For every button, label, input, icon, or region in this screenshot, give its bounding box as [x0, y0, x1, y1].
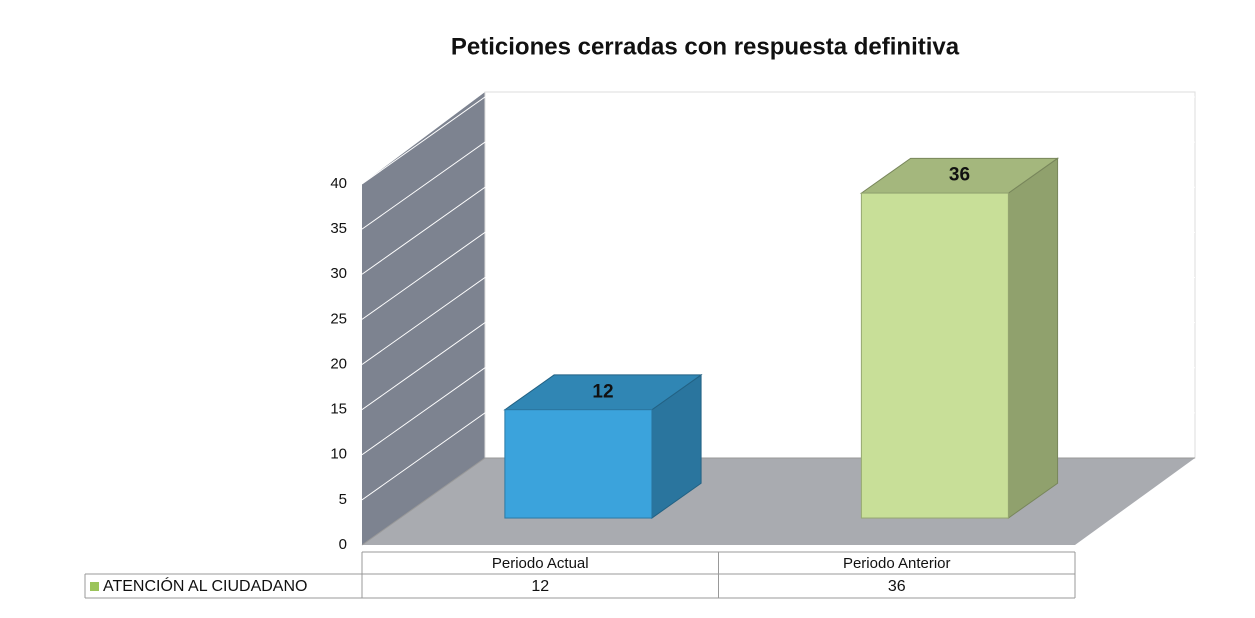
data-label: 36	[949, 165, 970, 186]
chart-title: Peticiones cerradas con respuesta defini…	[451, 33, 960, 60]
floor	[362, 458, 1195, 545]
x-tick-label: Periodo Anterior	[843, 555, 951, 572]
table-value: 36	[888, 578, 906, 595]
y-tick-label: 25	[330, 310, 347, 327]
legend-key	[90, 582, 99, 591]
grid-line	[361, 96, 1195, 185]
y-tick-label: 0	[339, 536, 347, 553]
bar-side	[1007, 157, 1059, 519]
x-tick-label: Periodo Actual	[492, 555, 589, 572]
bar	[860, 192, 1009, 519]
y-tick-label: 40	[330, 175, 347, 192]
y-tick-label: 15	[330, 401, 347, 418]
y-tick-label: 5	[339, 491, 347, 508]
bar	[504, 409, 653, 519]
side-wall	[362, 92, 485, 545]
table-value: 12	[531, 578, 549, 595]
y-tick-label: 35	[330, 220, 347, 237]
grid-line	[361, 141, 1195, 230]
data-label: 12	[592, 381, 613, 402]
y-tick-label: 10	[330, 446, 347, 463]
y-tick-label: 30	[330, 265, 347, 282]
y-tick-label: 20	[330, 355, 347, 372]
legend-label: ATENCIÓN AL CIUDADANO	[103, 576, 307, 595]
